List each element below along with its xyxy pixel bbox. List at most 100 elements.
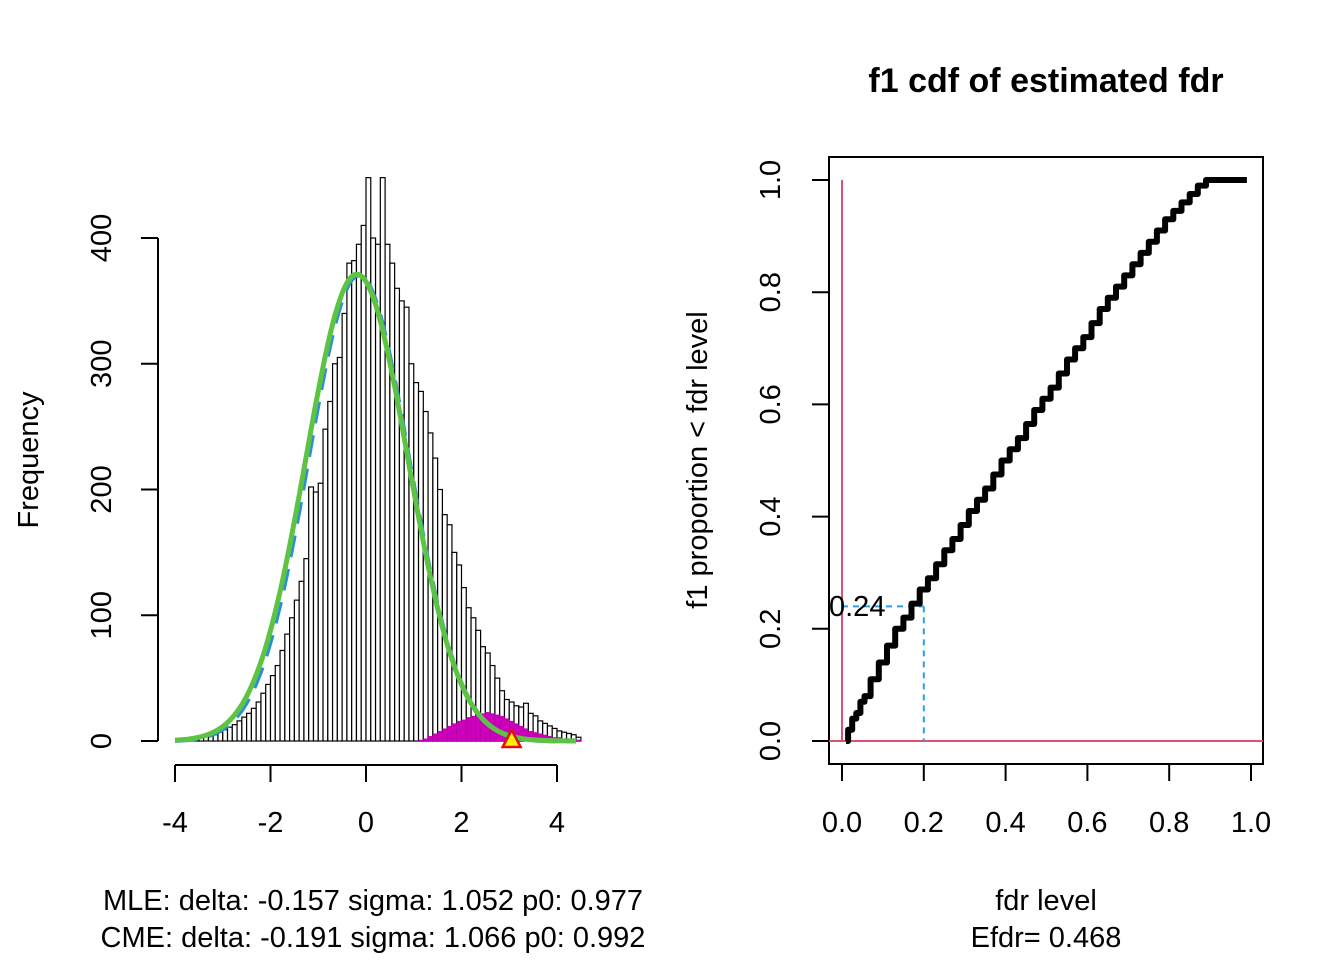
x-tick-label: 0.8	[1149, 807, 1189, 839]
histogram-bar	[346, 262, 353, 742]
histogram-bar	[274, 664, 281, 742]
nonnull-bar	[428, 735, 433, 741]
nonnull-bar	[518, 725, 524, 741]
histogram-bar	[408, 363, 415, 742]
x-tick-label: 0.2	[904, 807, 944, 839]
histogram-bar	[322, 428, 329, 742]
nonnull-bar	[523, 728, 529, 741]
histogram-bar	[308, 486, 315, 742]
threshold-marker	[500, 727, 523, 749]
y-axis: 0 100 200 300 400	[86, 214, 159, 749]
histogram-bar	[269, 675, 276, 742]
y-tick-label: 400	[86, 214, 118, 262]
plot-box	[828, 156, 1264, 765]
histogram-bar	[246, 712, 253, 742]
nonnull-bar	[537, 733, 543, 741]
histogram-panel: 0 100 200 300 400 -4 -2 0 2 4 Frequency MLE: del…	[13, 177, 645, 954]
histogram-bar	[398, 300, 405, 742]
x-tick-label: -4	[162, 807, 188, 839]
nonnull-bar	[442, 728, 448, 741]
histogram-bar	[331, 363, 338, 742]
histogram-bar	[360, 224, 367, 742]
cdf-panel: f1 cdf of estimated fdr 0.24 0.00.20.40.…	[682, 62, 1271, 954]
histogram-bar	[389, 262, 396, 742]
histogram-bar	[351, 260, 358, 742]
x-tick-label: 0.4	[985, 807, 1025, 839]
nonnull-bar	[456, 720, 462, 741]
histogram-bar	[298, 580, 305, 742]
y-axis-label: f1 proportion < fdr level	[682, 311, 714, 608]
histogram-bar	[255, 701, 262, 742]
histogram-bar	[456, 564, 463, 742]
histogram-bar	[384, 243, 391, 742]
nonnull-bar	[423, 738, 429, 741]
histogram-bar	[365, 177, 372, 742]
y-tick-label: 100	[86, 591, 118, 639]
x-tick-label: -2	[258, 807, 284, 839]
histogram-bar	[403, 306, 410, 742]
nonnull-bar	[499, 715, 505, 741]
histogram-bar	[226, 726, 233, 742]
x-tick-label: 4	[549, 807, 565, 839]
histogram-bar	[451, 551, 458, 742]
histogram-bar	[336, 356, 343, 742]
histogram-bar	[413, 382, 420, 742]
histogram-bar	[379, 177, 386, 742]
histogram-bar	[260, 692, 267, 742]
histogram-bar	[265, 683, 272, 742]
histogram-bar	[417, 390, 424, 742]
histogram-bar	[312, 491, 319, 742]
histogram-bar	[293, 599, 300, 742]
y-tick-label: 200	[86, 465, 118, 513]
y-tick-label: 1.0	[755, 160, 787, 200]
nonnull-bar	[447, 725, 452, 741]
nonnull-bar	[461, 719, 467, 741]
nonnull-bar	[504, 718, 510, 741]
nonnull-bar	[533, 732, 538, 741]
mle-annotation: MLE: delta: -0.157 sigma: 1.052 p0: 0.97…	[103, 885, 643, 917]
x-tick-label: 0.0	[822, 807, 862, 839]
nonnull-bar	[418, 739, 424, 741]
y-tick-label: 0	[86, 733, 118, 749]
nonnull-bar	[576, 739, 581, 741]
x-tick-label: 0.6	[1067, 807, 1107, 839]
cdf-line	[845, 177, 1248, 744]
histogram-bar	[236, 720, 243, 742]
histogram-bar	[284, 633, 291, 742]
histogram-bar	[355, 243, 362, 742]
histogram-bar	[303, 558, 310, 742]
x-tick-label: 0	[358, 807, 374, 839]
histogram-bar	[460, 586, 467, 742]
y-tick-label: 0.2	[755, 609, 787, 649]
chart-title: f1 cdf of estimated fdr	[868, 62, 1223, 100]
x-axis: -4 -2 0 2 4	[162, 764, 565, 839]
nonnull-bar	[528, 730, 534, 741]
nonnull-bar	[542, 734, 548, 741]
nonnull-bar	[437, 730, 443, 741]
histogram-bar	[422, 410, 429, 742]
y-tick-label: 0.0	[755, 721, 787, 761]
y-axis-label: Frequency	[13, 391, 45, 529]
reference-label: 0.24	[829, 591, 885, 623]
y-tick-label: 0.4	[755, 496, 787, 536]
histogram-bar	[231, 724, 238, 742]
nonnull-bar	[432, 733, 438, 741]
nonnull-bar	[471, 715, 476, 741]
y-axis: 0.0 0.2 0.4 0.6 0.8 1.0	[755, 160, 829, 761]
histogram-bar	[289, 617, 295, 742]
nonnull-bar	[480, 713, 486, 741]
x-axis-label: fdr level	[995, 885, 1097, 917]
x-axis: 0.0 0.2 0.4 0.6 0.8 1.0	[822, 764, 1271, 839]
histogram-bar	[341, 312, 348, 742]
histogram-bar	[241, 716, 248, 742]
efdr-subtitle: Efdr= 0.468	[971, 922, 1122, 954]
histogram-bar	[394, 287, 401, 742]
y-tick-label: 0.8	[755, 272, 787, 312]
y-tick-label: 0.6	[755, 384, 787, 424]
nonnull-bar	[451, 723, 457, 741]
histogram-bar	[446, 524, 453, 742]
histogram-bar	[370, 237, 377, 742]
x-tick-label: 2	[453, 807, 469, 839]
histogram-bar	[327, 400, 334, 742]
